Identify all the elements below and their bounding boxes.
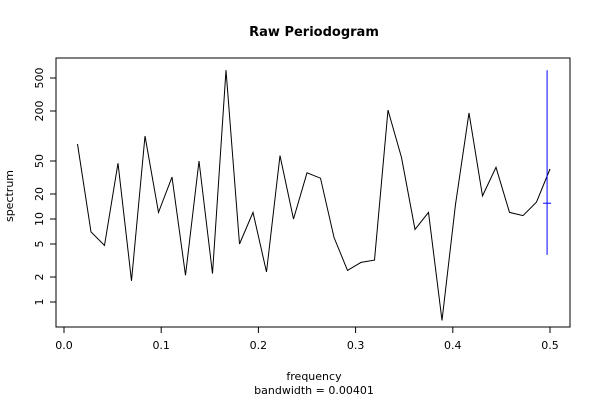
x-axis-label: frequency bbox=[286, 370, 342, 383]
y-tick-label: 1 bbox=[33, 299, 46, 306]
spectrum-line bbox=[77, 70, 551, 321]
x-tick-label: 0.5 bbox=[541, 339, 559, 352]
x-tick-label: 0.1 bbox=[152, 339, 170, 352]
y-tick-label: 50 bbox=[33, 154, 46, 168]
y-tick-label: 20 bbox=[33, 187, 46, 201]
bandwidth-label: bandwidth = 0.00401 bbox=[254, 384, 374, 397]
y-tick-label: 500 bbox=[33, 67, 46, 88]
y-axis-label: spectrum bbox=[3, 170, 16, 222]
plot-frame bbox=[55, 57, 571, 328]
y-tick-label: 200 bbox=[33, 101, 46, 122]
x-tick-label: 0.2 bbox=[250, 339, 268, 352]
x-tick-label: 0.0 bbox=[55, 339, 73, 352]
x-tick-label: 0.4 bbox=[444, 339, 462, 352]
y-tick-label: 2 bbox=[33, 274, 46, 281]
chart-title: Raw Periodogram bbox=[249, 25, 379, 40]
x-tick-label: 0.3 bbox=[347, 339, 365, 352]
y-tick-label: 10 bbox=[33, 212, 46, 226]
y-tick-label: 5 bbox=[33, 240, 46, 247]
